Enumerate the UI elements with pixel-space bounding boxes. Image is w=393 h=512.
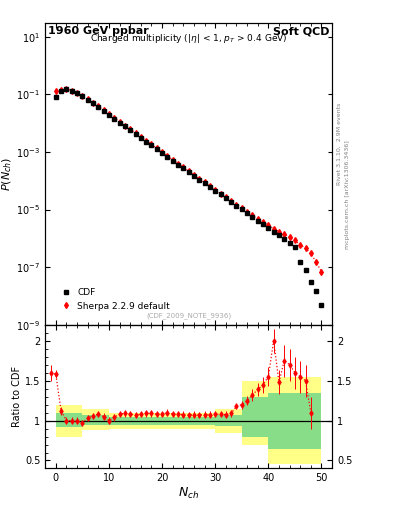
Sherpa 2.2.9 default (250, 212, 255, 219)
Sherpa 2.2.9 default (64, 86, 69, 92)
Bar (189, 417, 215, 424)
CDF (250, 214, 255, 220)
Bar (242, 380, 268, 444)
CDF (53, 94, 58, 100)
CDF (144, 138, 149, 144)
Sherpa 2.2.9 default (144, 138, 149, 144)
Bar (295, 377, 321, 464)
Sherpa 2.2.9 default (314, 259, 318, 265)
Text: mcplots.cern.ch [arXiv:1306.3436]: mcplots.cern.ch [arXiv:1306.3436] (345, 140, 350, 249)
Bar (162, 417, 189, 424)
CDF (234, 202, 239, 208)
Bar (56, 404, 83, 437)
Legend: CDF, Sherpa 2.2.9 default: CDF, Sherpa 2.2.9 default (55, 285, 173, 314)
Text: Rivet 3.1.10,  2.9M events: Rivet 3.1.10, 2.9M events (337, 102, 342, 184)
Y-axis label: $P(N_{ch})$: $P(N_{ch})$ (0, 157, 14, 191)
Sherpa 2.2.9 default (53, 88, 58, 94)
CDF (64, 86, 69, 92)
Bar (242, 397, 268, 437)
Sherpa 2.2.9 default (234, 201, 239, 207)
Text: Charged multiplicity ($|\eta|$ < 1, $p_T$ > 0.4 GeV): Charged multiplicity ($|\eta|$ < 1, $p_T… (90, 32, 287, 45)
Line: CDF: CDF (53, 87, 324, 307)
Bar (136, 413, 162, 429)
Bar (109, 417, 136, 424)
Bar (83, 409, 109, 430)
CDF (117, 119, 122, 125)
CDF (319, 302, 324, 308)
Sherpa 2.2.9 default (319, 269, 324, 275)
Bar (83, 415, 109, 424)
Text: Soft QCD: Soft QCD (273, 26, 329, 36)
Bar (56, 413, 83, 427)
Y-axis label: Ratio to CDF: Ratio to CDF (12, 366, 22, 427)
Sherpa 2.2.9 default (117, 119, 122, 125)
Bar (268, 377, 295, 464)
Line: Sherpa 2.2.9 default: Sherpa 2.2.9 default (54, 87, 323, 274)
Text: (CDF_2009_NOTE_9936): (CDF_2009_NOTE_9936) (146, 312, 231, 319)
CDF (314, 288, 318, 294)
Sherpa 2.2.9 default (138, 134, 143, 140)
X-axis label: $N_{ch}$: $N_{ch}$ (178, 486, 199, 501)
Bar (268, 393, 295, 449)
Bar (162, 413, 189, 429)
Bar (109, 413, 136, 429)
CDF (138, 135, 143, 141)
Bar (215, 409, 242, 433)
Text: 1960 GeV ppbar: 1960 GeV ppbar (48, 26, 149, 36)
Bar (136, 417, 162, 424)
Bar (215, 415, 242, 426)
Bar (189, 413, 215, 429)
Bar (295, 393, 321, 449)
